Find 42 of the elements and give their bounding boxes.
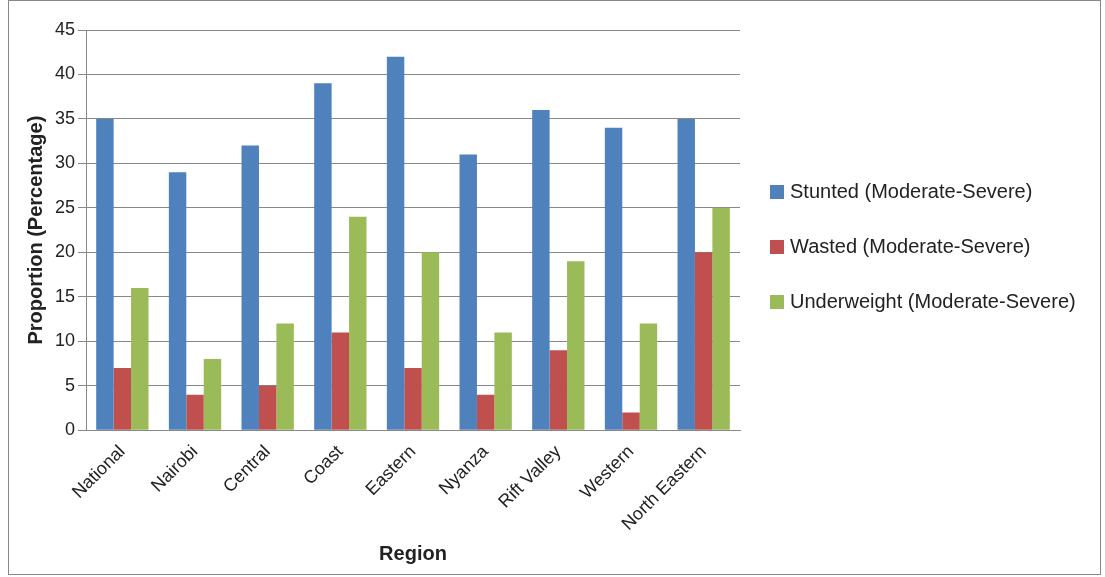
bar <box>203 359 222 430</box>
y-tick-label: 15 <box>54 285 76 306</box>
bar <box>639 323 658 430</box>
bar <box>113 367 132 430</box>
legend-label: Stunted (Moderate-Severe) <box>790 180 1033 203</box>
bar <box>404 367 422 430</box>
bar <box>314 83 332 430</box>
x-axis-title: Region <box>379 541 447 564</box>
bar <box>186 394 204 430</box>
bar <box>168 172 187 430</box>
legend-label: Wasted (Moderate-Severe) <box>790 235 1031 258</box>
bar <box>349 216 367 430</box>
legend-label: Underweight (Moderate-Severe) <box>790 290 1076 313</box>
y-tick-label: 30 <box>54 152 76 173</box>
bar <box>386 56 405 430</box>
y-tick-label: 35 <box>54 107 76 128</box>
y-tick-label: 0 <box>65 419 76 440</box>
bar <box>604 127 623 430</box>
bar <box>276 323 294 430</box>
bar <box>622 412 640 430</box>
bar <box>331 332 350 430</box>
y-tick-label: 20 <box>54 241 76 262</box>
bar <box>459 154 477 430</box>
bar <box>567 261 585 430</box>
bar <box>677 118 695 430</box>
y-tick-label: 5 <box>65 374 76 395</box>
bar <box>694 252 713 430</box>
y-tick-label: 40 <box>54 63 76 84</box>
y-tick-label: 25 <box>54 196 76 217</box>
bar <box>549 350 568 430</box>
bar <box>712 207 730 430</box>
bar <box>131 287 149 430</box>
bar <box>532 110 550 430</box>
y-tick-label: 45 <box>54 18 76 39</box>
y-axis-title: Proportion (Percentage) <box>23 115 46 345</box>
bar <box>241 145 259 430</box>
y-tick-label: 10 <box>54 330 76 351</box>
bar <box>476 394 495 430</box>
bar <box>494 332 512 430</box>
bar <box>96 118 114 430</box>
bar <box>421 252 440 430</box>
bar <box>258 385 277 430</box>
